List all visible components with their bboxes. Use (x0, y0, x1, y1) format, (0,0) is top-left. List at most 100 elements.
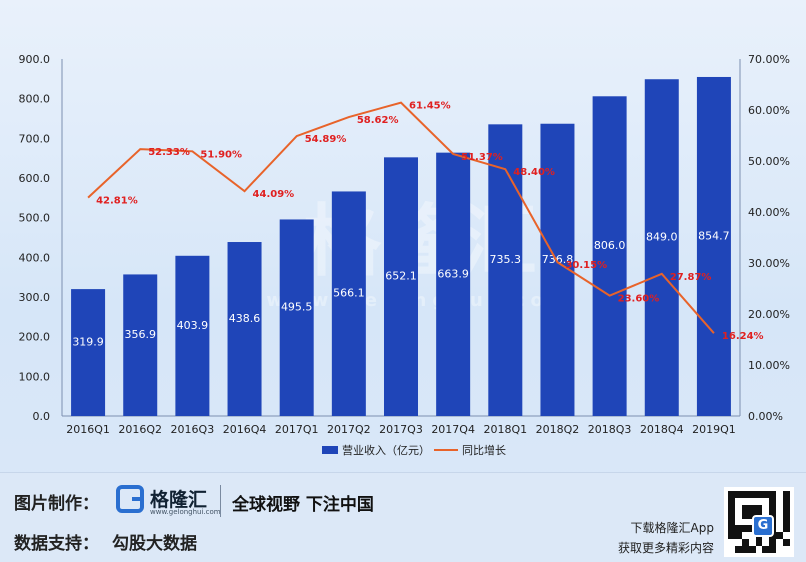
revenue-bar-label: 736.8 (542, 253, 574, 266)
revenue-bar-label: 319.9 (72, 336, 104, 349)
category-label: 2017Q1 (275, 423, 319, 436)
growth-label: 58.62% (357, 115, 399, 126)
legend: 营业收入（亿元） 同比增长 (322, 443, 506, 457)
qr-cell (769, 497, 777, 505)
qr-cell (769, 539, 777, 547)
qr-cell (783, 539, 790, 547)
growth-label: 16.24% (722, 331, 764, 342)
qr-cell (776, 518, 784, 526)
growth-label: 23.60% (618, 294, 660, 305)
category-label: 2016Q4 (223, 423, 267, 436)
category-label: 2018Q1 (483, 423, 527, 436)
qr-cell (728, 525, 735, 533)
qr-cell (728, 504, 735, 512)
qr-cell (741, 518, 749, 526)
qr-cell (748, 532, 756, 540)
right-tick-label: 10.00% (748, 359, 790, 372)
right-tick-label: 30.00% (748, 257, 790, 270)
growth-label: 54.89% (305, 134, 347, 145)
left-axis-tick-labels: 0.0 100.0 200.0 300.0 400.0 500.0 600.0 700.0 80… (19, 53, 51, 423)
growth-label: 51.90% (200, 149, 242, 160)
download-app-text: 下载格隆汇App (630, 521, 714, 535)
growth-label: 42.81% (96, 196, 138, 207)
qr-cell (769, 546, 777, 553)
category-label: 2018Q2 (536, 423, 580, 436)
revenue-bar (227, 242, 262, 416)
qr-cell (783, 497, 790, 505)
qr-cell (776, 539, 784, 547)
qr-cell (728, 532, 735, 540)
x-axis-category-labels: 2016Q1 2016Q2 2016Q3 2016Q4 2017Q1 2017Q2 2017… (66, 423, 736, 436)
qr-cell (769, 504, 777, 512)
right-tick-label: 50.00% (748, 155, 790, 168)
revenue-bar-label: 495.5 (281, 301, 313, 314)
footer: 图片制作： 格隆汇 www.gelonghui.com 全球视野 下注中国 数据… (0, 472, 806, 562)
growth-label: 27.87% (670, 272, 712, 283)
data-provider: 勾股大数据 (112, 534, 197, 554)
right-tick-label: 60.00% (748, 104, 790, 117)
qr-cell (734, 504, 742, 512)
qr-cell (741, 546, 749, 553)
qr-cell (762, 539, 770, 547)
category-label: 2018Q3 (588, 423, 632, 436)
revenue-bar (384, 157, 418, 416)
qr-cell (755, 504, 763, 512)
qr-cell (741, 504, 749, 512)
growth-line (87, 101, 715, 334)
left-tick-label: 0.0 (33, 410, 51, 423)
qr-cell (748, 497, 756, 505)
qr-cell (748, 539, 756, 547)
left-tick-label: 600.0 (19, 172, 51, 185)
qr-cell (734, 539, 742, 547)
legend-bar-label: 营业收入（亿元） (342, 443, 430, 457)
qr-cell (783, 511, 790, 519)
category-label: 2016Q3 (171, 423, 215, 436)
category-label: 2016Q1 (66, 423, 110, 436)
revenue-bar-label: 663.9 (437, 267, 469, 280)
qr-cell (776, 532, 784, 540)
brand-name: 格隆汇 (150, 489, 208, 511)
qr-cell (776, 504, 784, 512)
data-support-label: 数据支持： (14, 534, 99, 554)
qr-cell (741, 511, 749, 519)
right-tick-label: 70.00% (748, 53, 790, 66)
qr-cell (728, 546, 735, 553)
made-by-label: 图片制作： (14, 494, 99, 514)
qr-cell (776, 546, 784, 553)
qr-cell (748, 491, 756, 498)
qr-cell (734, 546, 742, 553)
revenue-bar (123, 274, 158, 416)
growth-label: 51.37% (461, 152, 503, 163)
left-tick-label: 100.0 (19, 370, 51, 383)
brand-url: www.gelonghui.com (150, 508, 221, 516)
growth-line-path (87, 101, 715, 334)
slogan: 全球视野 下注中国 (232, 495, 374, 515)
revenue-bar (644, 79, 679, 416)
growth-label: 61.45% (409, 101, 451, 112)
category-label: 2017Q3 (379, 423, 423, 436)
revenue-bar-label: 849.0 (646, 231, 678, 244)
qr-cell (755, 497, 763, 505)
revenue-bar (331, 191, 366, 416)
qr-badge: G (752, 515, 774, 537)
left-tick-label: 500.0 (19, 212, 51, 225)
revenue-bar-labels: 319.9 356.9 403.9 438.6 495.5 566.1 652.1 663.9… (72, 229, 729, 348)
right-axis-tick-labels: 0.00% 10.00% 20.00% 30.00% 40.00% 50.00% 60.00… (748, 53, 790, 423)
qr-cell (734, 511, 742, 519)
qr-code-icon[interactable]: G (724, 487, 794, 557)
qr-cell (741, 532, 749, 540)
qr-cell (783, 518, 790, 526)
revenue-bar (488, 124, 523, 417)
revenue-bar-label: 652.1 (385, 270, 417, 283)
legend-bar-swatch (322, 446, 338, 454)
growth-label: 52.33% (148, 147, 190, 158)
left-tick-label: 700.0 (19, 132, 51, 145)
qr-cell (762, 491, 770, 498)
qr-cell (755, 546, 763, 553)
qr-cell (728, 491, 735, 498)
qr-cell (734, 491, 742, 498)
revenue-bar-label: 806.0 (594, 239, 626, 252)
growth-label: 30.15% (565, 260, 607, 271)
qr-cell (748, 546, 756, 553)
